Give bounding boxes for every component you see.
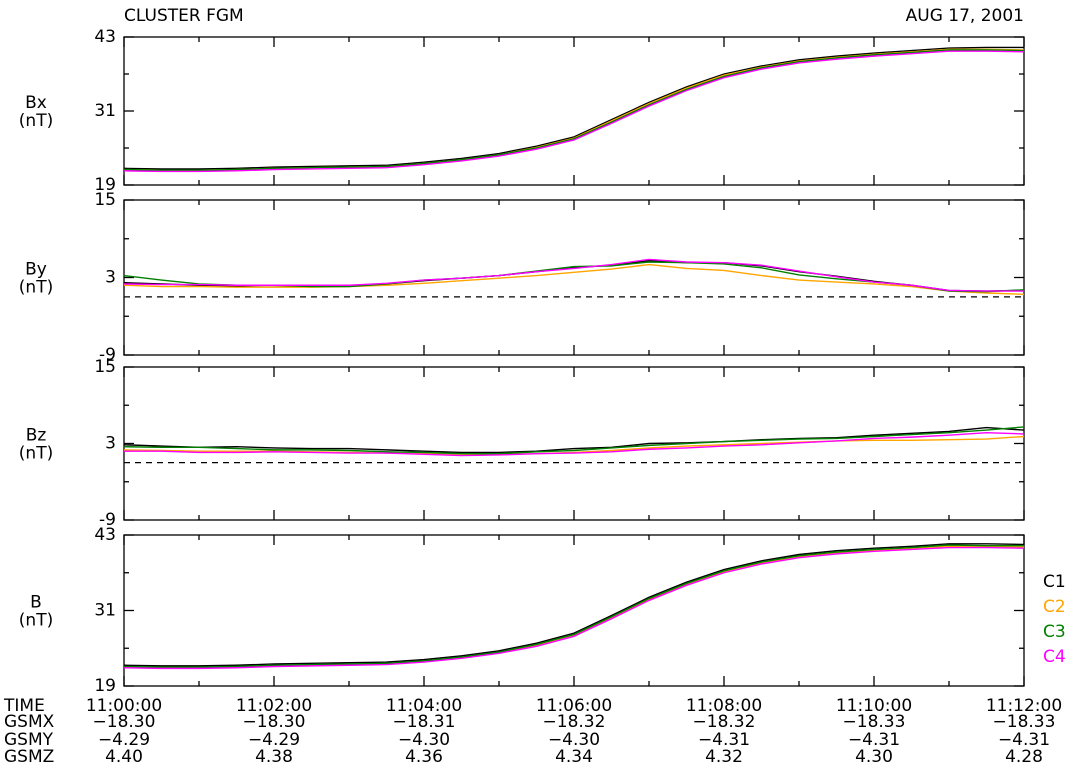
x-tick-label: 11:12:00 xyxy=(986,696,1062,716)
ephemeris-label: GSMY xyxy=(4,730,54,750)
data-line xyxy=(124,431,1025,457)
data-line xyxy=(123,46,1024,170)
y-tick-label: 3 xyxy=(105,434,116,454)
legend-entry: C4 xyxy=(1043,647,1066,667)
data-line xyxy=(123,258,1024,292)
ephemeris-value: 4.38 xyxy=(255,747,293,767)
data-line xyxy=(123,263,1025,295)
ephemeris-value: 4.30 xyxy=(855,747,893,767)
ephemeris-label: GSMZ xyxy=(4,747,54,767)
y-axis-unit: (nT) xyxy=(19,278,53,298)
ephemeris-value: 4.36 xyxy=(405,747,443,767)
data-line xyxy=(123,48,1025,171)
ephemeris-value: −18.31 xyxy=(393,712,456,732)
plot-frame xyxy=(123,366,1025,521)
y-tick-label: 31 xyxy=(94,101,116,121)
x-tick-label: 11:08:00 xyxy=(686,696,762,716)
ephemeris-label: TIME xyxy=(3,696,45,716)
plot-frame xyxy=(123,36,1025,186)
ephemeris-value: −18.33 xyxy=(843,712,906,732)
data-line xyxy=(123,543,1025,667)
y-tick-label: 3 xyxy=(105,268,116,288)
ephemeris-value: −4.31 xyxy=(998,730,1050,750)
y-axis-unit: (nT) xyxy=(19,111,53,131)
ephemeris-value: 4.28 xyxy=(1005,747,1043,767)
data-line xyxy=(123,50,1025,173)
y-tick-label: -9 xyxy=(99,345,116,365)
ephemeris-value: −4.30 xyxy=(398,730,450,750)
title: CLUSTER FGM xyxy=(124,6,244,26)
x-tick-label: 11:00:00 xyxy=(86,696,162,716)
ephemeris-value: −18.32 xyxy=(693,712,756,732)
legend-entry: C3 xyxy=(1043,622,1066,642)
data-line xyxy=(123,49,1025,171)
x-tick-label: 11:06:00 xyxy=(536,696,612,716)
x-tick-label: 11:02:00 xyxy=(236,696,312,716)
y-axis-label: Bz xyxy=(26,426,47,446)
ephemeris-value: 4.40 xyxy=(105,747,143,767)
data-line xyxy=(123,426,1025,455)
y-tick-label: 19 xyxy=(94,175,116,195)
legend-entry: C2 xyxy=(1043,597,1066,617)
y-tick-label: 31 xyxy=(94,601,116,621)
data-line xyxy=(123,544,1024,668)
ephemeris-value: −18.33 xyxy=(993,712,1056,732)
x-tick-label: 11:04:00 xyxy=(386,696,462,716)
data-line xyxy=(123,546,1025,670)
ephemeris-label: GSMX xyxy=(4,712,55,732)
y-tick-label: 15 xyxy=(94,190,116,210)
y-tick-label: 19 xyxy=(94,676,116,696)
ephemeris-value: −18.30 xyxy=(243,712,306,732)
ephemeris-value: −18.32 xyxy=(543,712,606,732)
y-tick-label: 43 xyxy=(94,525,116,545)
data-line xyxy=(123,545,1025,669)
ephemeris-value: −4.29 xyxy=(98,730,150,750)
y-axis-label: By xyxy=(25,260,47,280)
legend-entry: C1 xyxy=(1043,572,1066,592)
x-tick-label: 11:10:00 xyxy=(836,696,912,716)
y-axis-unit: (nT) xyxy=(19,444,53,464)
date: AUG 17, 2001 xyxy=(906,6,1024,26)
ephemeris-value: −18.30 xyxy=(93,712,156,732)
y-axis-unit: (nT) xyxy=(19,611,53,631)
y-tick-label: 43 xyxy=(94,27,116,47)
ephemeris-value: 4.32 xyxy=(705,747,743,767)
y-axis-label: Bx xyxy=(25,93,47,113)
ephemeris-value: −4.31 xyxy=(848,730,900,750)
ephemeris-value: −4.30 xyxy=(548,730,600,750)
y-tick-label: 15 xyxy=(94,357,116,377)
plot-frame xyxy=(123,199,1025,356)
y-axis-label: B xyxy=(30,593,42,613)
plot-frame xyxy=(123,534,1025,687)
data-line xyxy=(123,426,1025,454)
ephemeris-value: 4.34 xyxy=(555,747,593,767)
ephemeris-value: −4.31 xyxy=(698,730,750,750)
y-tick-label: -9 xyxy=(99,510,116,530)
ephemeris-value: −4.29 xyxy=(248,730,300,750)
